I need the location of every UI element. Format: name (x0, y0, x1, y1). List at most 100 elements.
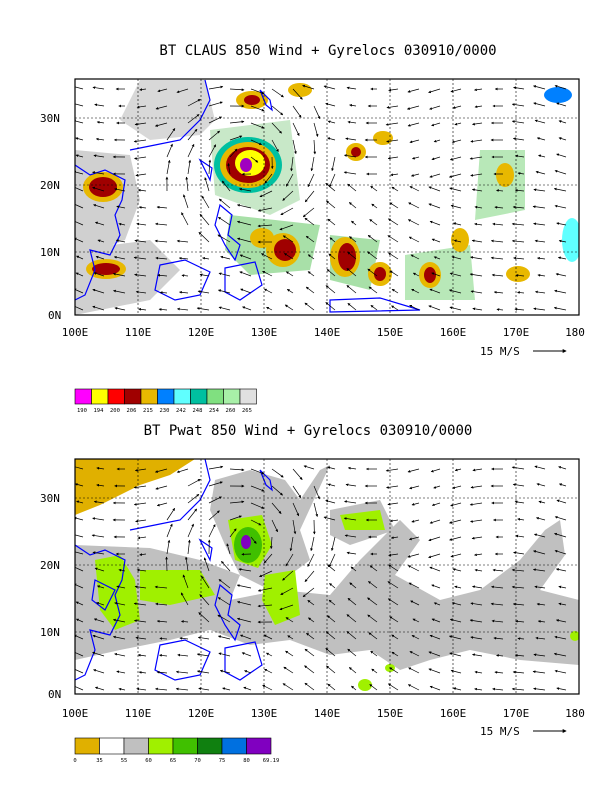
wind-vector (556, 222, 567, 226)
wind-vector (411, 502, 420, 506)
wind-vector (407, 219, 420, 226)
wind-vector (348, 202, 357, 209)
wind-vector (236, 617, 252, 623)
wind-vector (407, 468, 420, 473)
wind-vector (75, 103, 84, 107)
colorbar-label: 248 (193, 408, 203, 414)
cloud-field (75, 80, 579, 315)
wind-vector (555, 619, 567, 623)
wind-vector (166, 539, 171, 555)
wind-vector (450, 553, 462, 558)
wind-vector (490, 256, 504, 260)
wind-vector (307, 553, 315, 567)
wind-vector (221, 560, 231, 572)
colorbar-swatch (91, 388, 109, 405)
wind-vector (156, 670, 168, 674)
wind-vector (197, 290, 210, 294)
wind-vector (97, 239, 105, 243)
x-label: 180 (565, 326, 585, 339)
wind-vector (492, 687, 504, 691)
wind-vector (75, 204, 84, 209)
wind-vector (229, 515, 242, 521)
wind-vector (554, 204, 567, 209)
wind-vector (157, 273, 168, 277)
wind-vector (347, 648, 357, 657)
wind-vector (492, 568, 504, 572)
wind-vector (259, 570, 273, 578)
colorbar-swatch (172, 737, 198, 755)
wind-vector (490, 239, 504, 243)
wind-vector (472, 307, 483, 311)
wind-vector (96, 585, 105, 589)
wind-vector (269, 536, 273, 550)
wind-vector (408, 536, 420, 541)
wind-vector (96, 466, 105, 470)
wind-vector (367, 235, 378, 243)
wind-vector (113, 255, 126, 260)
wind-vector (325, 648, 336, 657)
wind-vector (112, 272, 126, 277)
wind-vector (554, 635, 567, 640)
wind-vector (282, 683, 294, 691)
wind-vector (292, 122, 300, 137)
wind-vector (535, 636, 546, 640)
wind-vector (474, 222, 483, 226)
wind-vector (408, 202, 420, 209)
wind-vector (282, 190, 294, 201)
wind-vector (198, 612, 210, 623)
wind-vector (75, 272, 84, 277)
wind-vector (449, 306, 462, 311)
map-frame (74, 78, 580, 316)
wind-vector (292, 502, 300, 517)
wind-vector (308, 617, 315, 623)
wind-vector (390, 536, 399, 540)
wind-vector (347, 466, 357, 470)
wind-vector (429, 685, 441, 691)
wind-vector (183, 194, 189, 209)
panel-claus: BT CLAUS 850 Wind + Gyrelocs 030910/0000 (40, 43, 585, 414)
wind-vector (154, 122, 168, 127)
wind-vector (236, 203, 252, 209)
wind-vector (139, 88, 147, 91)
wind-vector (490, 602, 504, 606)
wind-vector (515, 619, 525, 623)
wind-vector (271, 88, 284, 98)
wind-vector (94, 103, 105, 107)
wind-vector (154, 585, 168, 589)
wind-vector (343, 171, 357, 175)
wind-vector (93, 618, 105, 623)
wind-vector (305, 286, 315, 294)
wind-vector (407, 565, 420, 572)
wind-vector (450, 669, 462, 674)
wind-vector (534, 290, 546, 294)
wind-vector (236, 584, 252, 589)
colorbar-swatch (124, 388, 142, 405)
wind-vector (431, 584, 441, 589)
wind-vector (347, 598, 357, 606)
wind-vector (75, 304, 84, 311)
x-label: 140E (314, 326, 341, 339)
wind-vector (409, 651, 420, 657)
wind-vector (325, 183, 336, 192)
wind-vector (285, 173, 294, 187)
wind-vector (240, 288, 252, 294)
wind-vector (388, 564, 399, 572)
wind-vector (453, 239, 462, 243)
wind-vector (175, 670, 189, 674)
wind-vector (429, 519, 441, 524)
wind-vector (115, 239, 126, 243)
wind-vectors (75, 465, 567, 691)
wind-vector (118, 568, 126, 572)
colorbar-swatch (239, 388, 257, 405)
wind-vector (271, 485, 283, 496)
wind-vector (92, 305, 105, 311)
wind-vector (75, 651, 84, 657)
wind-vector (538, 154, 546, 158)
y-label-10n: 10N (40, 246, 60, 259)
wind-vector (511, 120, 525, 124)
wind-vector (406, 105, 420, 110)
wind-vector (535, 516, 546, 521)
wind-vector (196, 670, 210, 674)
wind-vector (323, 85, 336, 90)
wind-vector (198, 687, 210, 691)
